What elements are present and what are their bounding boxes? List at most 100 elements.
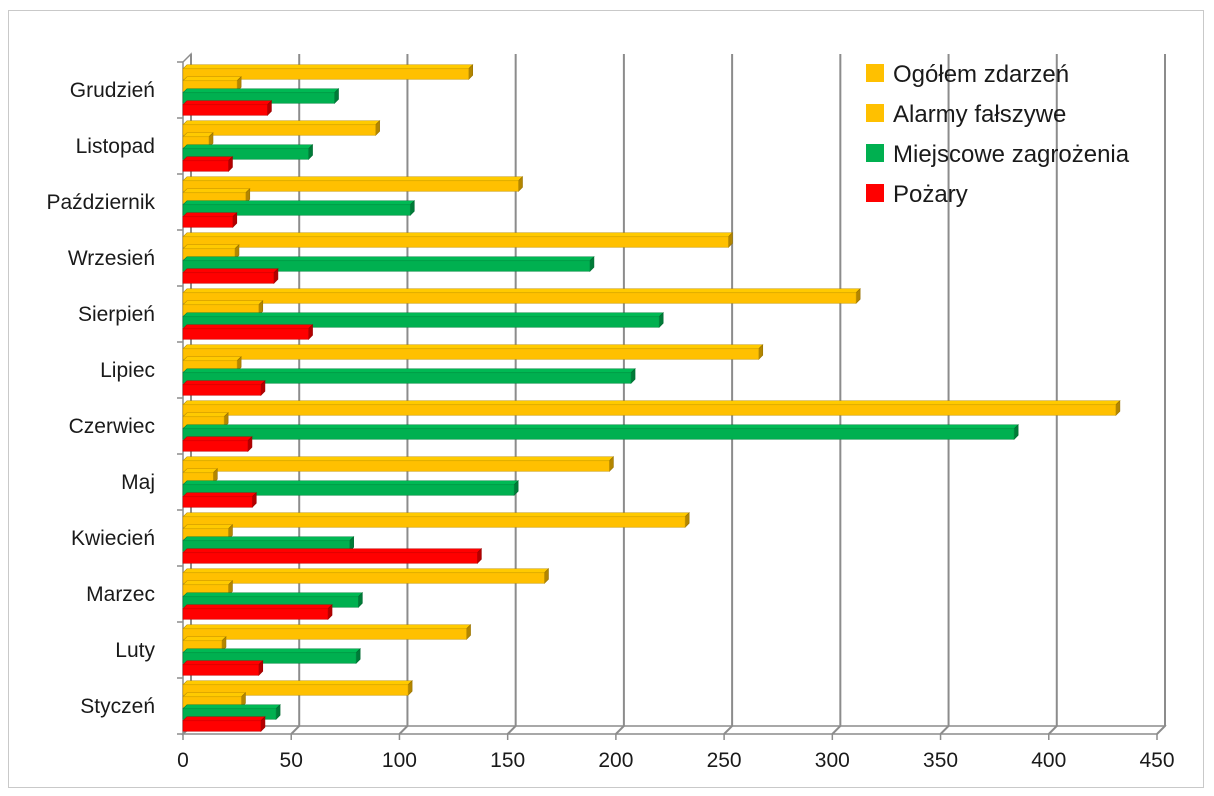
floor	[181, 725, 1167, 735]
bar-top	[182, 648, 361, 654]
bar-top	[182, 624, 472, 630]
bar-top	[182, 660, 264, 666]
bar	[182, 568, 550, 584]
bar-face	[182, 384, 262, 396]
bar	[182, 120, 381, 136]
category-label: Marzec	[86, 583, 155, 606]
bars-layer	[182, 64, 1121, 732]
legend-swatch	[866, 64, 884, 82]
bar-face	[182, 372, 632, 384]
x-tick-label: 0	[177, 749, 189, 772]
gridline	[1156, 54, 1166, 735]
bar-top	[182, 436, 253, 442]
bar-face	[182, 148, 309, 160]
bar	[182, 480, 519, 496]
bar	[182, 288, 861, 304]
bar-top	[182, 176, 524, 182]
gridline	[615, 54, 625, 735]
x-tick-label: 50	[280, 749, 303, 772]
bar-face	[182, 628, 467, 640]
bar-top	[182, 144, 314, 150]
bar	[182, 648, 361, 664]
bar	[182, 380, 266, 396]
bar	[182, 716, 266, 732]
bar-top	[182, 268, 279, 274]
bar-face	[182, 104, 268, 116]
bar	[182, 548, 483, 564]
legend-item: Alarmy fałszywe	[866, 101, 1066, 128]
bar-face	[182, 216, 234, 228]
bar	[182, 88, 340, 104]
bar	[182, 300, 264, 316]
bar-top	[182, 400, 1121, 406]
bar	[182, 400, 1121, 416]
bar-face	[182, 516, 686, 528]
bar-top	[182, 324, 314, 330]
bar	[182, 624, 472, 640]
x-tick-label: 200	[598, 749, 633, 772]
bar-top	[182, 636, 227, 642]
legend-label: Pożary	[893, 181, 968, 208]
category-label: Styczeń	[80, 695, 155, 718]
bar-face	[182, 204, 411, 216]
x-tick-label: 450	[1139, 749, 1174, 772]
legend: Ogółem zdarzeń Alarmy fałszywe Miejscowe z…	[866, 61, 1130, 208]
category-label: Listopad	[76, 135, 155, 158]
bar-top	[182, 256, 595, 262]
x-tick-label: 150	[490, 749, 525, 772]
bar-face	[182, 428, 1015, 440]
gridline	[290, 54, 301, 735]
bar-face	[182, 68, 470, 80]
bar	[182, 512, 690, 528]
gridline	[506, 54, 517, 735]
x-tick-label: 300	[815, 749, 850, 772]
bar	[182, 636, 227, 652]
bar-face	[182, 684, 409, 696]
bar-top	[182, 100, 273, 106]
legend-swatch	[866, 184, 884, 202]
bar-face	[182, 496, 253, 508]
bar	[182, 344, 764, 360]
bar-top	[182, 212, 238, 218]
bar	[182, 144, 314, 160]
bar	[182, 64, 474, 80]
bar-face	[182, 160, 229, 172]
category-label: Lipiec	[100, 359, 155, 382]
category-label: Październik	[46, 191, 155, 214]
gridline	[398, 54, 409, 735]
category-label: Grudzień	[70, 79, 155, 102]
bar-top	[182, 704, 281, 710]
bar-top	[182, 88, 340, 94]
bar-face	[182, 608, 329, 620]
bar	[182, 492, 257, 508]
bar-face	[182, 720, 262, 732]
category-label: Luty	[115, 639, 155, 662]
bar-top	[182, 300, 264, 306]
category-label: Maj	[121, 471, 155, 494]
bar	[182, 692, 247, 708]
bar-top	[182, 524, 234, 530]
bar-top	[182, 568, 550, 574]
category-label: Wrzesień	[68, 247, 155, 270]
x-tick-label: 350	[923, 749, 958, 772]
bar-top	[182, 512, 690, 518]
bar-face	[182, 664, 260, 676]
category-label: Kwiecień	[71, 527, 155, 550]
bar	[182, 456, 615, 472]
bar-face	[182, 236, 729, 248]
bar-top	[182, 288, 861, 294]
bar	[182, 680, 413, 696]
bar	[182, 324, 314, 340]
bar-face	[182, 328, 309, 340]
bar	[182, 100, 273, 116]
x-tick-label: 100	[382, 749, 417, 772]
legend-item: Pożary	[866, 181, 968, 208]
bar-top	[182, 692, 247, 698]
bar-top	[182, 356, 242, 362]
bar	[182, 704, 281, 720]
bar-top	[182, 312, 664, 318]
gridline	[723, 54, 734, 735]
legend-item: Ogółem zdarzeń	[866, 61, 1069, 88]
bar	[182, 76, 242, 92]
